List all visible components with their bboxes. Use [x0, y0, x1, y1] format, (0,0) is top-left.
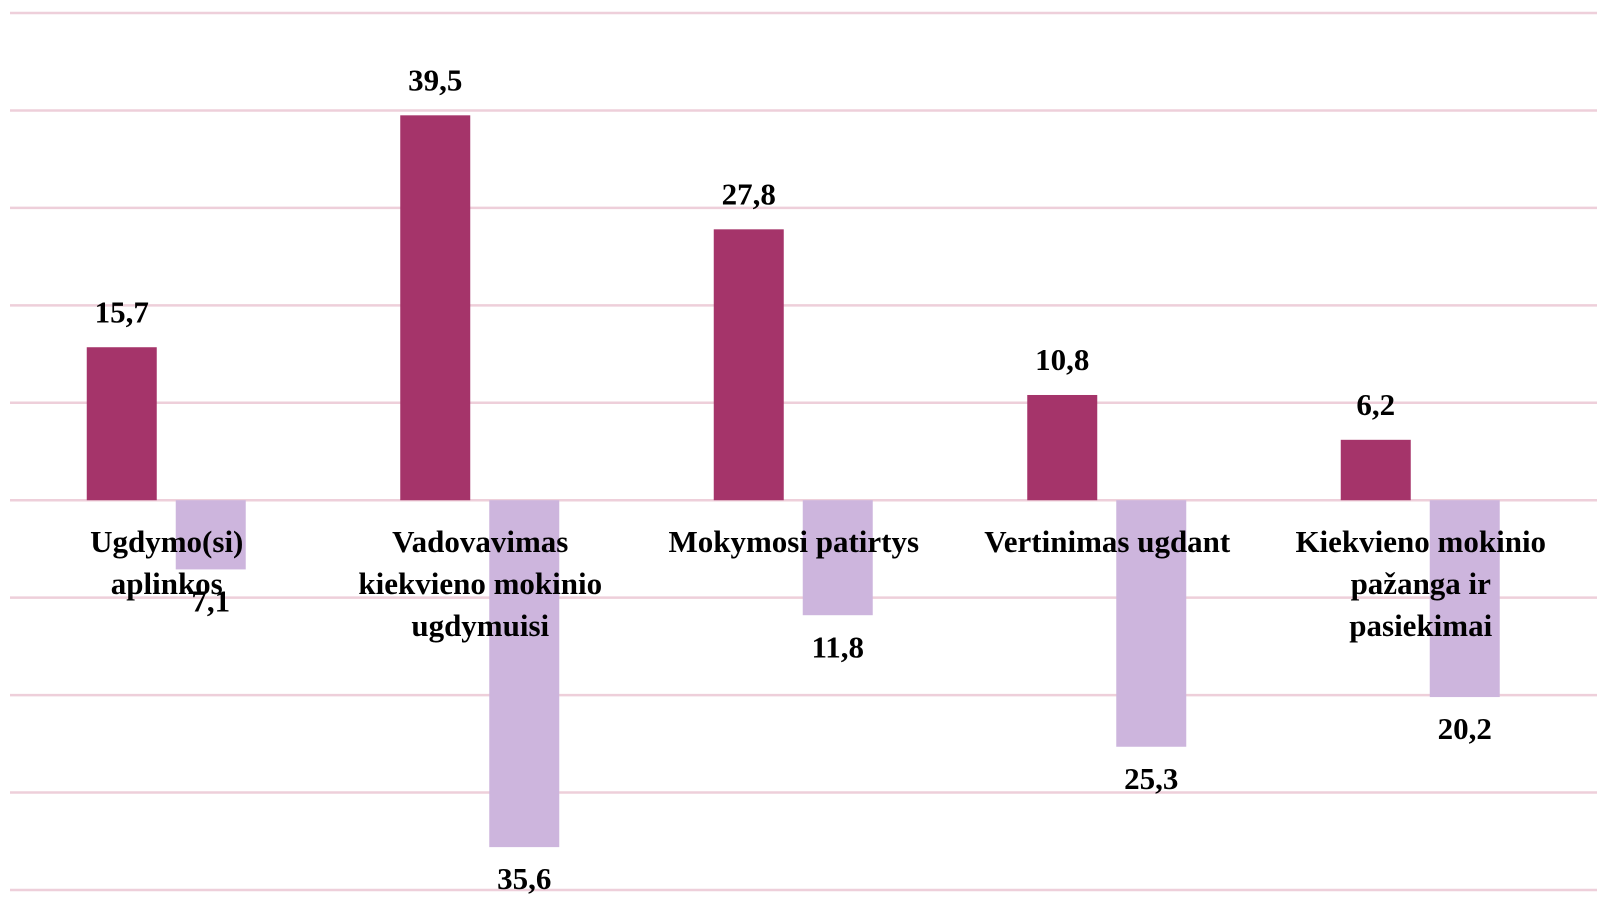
label-line: kiekvieno mokinio — [358, 566, 602, 601]
bar — [1340, 439, 1411, 501]
value-label: 10,8 — [1035, 342, 1089, 377]
label-line: Vertinimas ugdant — [984, 524, 1231, 559]
bar — [802, 500, 873, 616]
value-label: 39,5 — [408, 62, 462, 97]
bar — [400, 115, 471, 501]
label-line: Vadovavimas — [392, 524, 568, 559]
bar — [489, 500, 560, 848]
bar — [713, 229, 784, 501]
value-label: 6,2 — [1356, 387, 1395, 422]
bar — [1027, 394, 1098, 501]
x-tick-label: Ugdymo(si) aplinkos — [90, 524, 243, 601]
value-label: 25,3 — [1124, 761, 1178, 796]
x-tick-label: Mokymosi patirtys — [668, 524, 919, 559]
bar — [1116, 500, 1187, 747]
value-label: 11,8 — [811, 629, 864, 664]
label-line: Mokymosi patirtys — [668, 524, 919, 559]
label-line: pasiekimai — [1349, 608, 1492, 643]
value-label: 7,1 — [191, 584, 230, 619]
value-label: 20,2 — [1438, 711, 1492, 746]
x-tick-label: Vadovavimas kiekvieno mokinio ugdymuisi — [358, 524, 602, 643]
bar — [86, 347, 157, 501]
value-label: 35,6 — [497, 861, 551, 896]
value-label: 27,8 — [722, 176, 776, 211]
label-line: Ugdymo(si) — [90, 524, 243, 559]
label-line: aplinkos — [111, 566, 223, 601]
x-tick-label: Vertinimas ugdant — [984, 524, 1231, 559]
bar — [175, 500, 246, 570]
label-line: pažanga ir — [1351, 566, 1492, 601]
value-label: 15,7 — [95, 294, 149, 329]
label-line: Kiekvieno mokinio — [1295, 524, 1546, 559]
label-line: ugdymuisi — [411, 608, 549, 643]
bar — [1429, 500, 1500, 698]
x-tick-label: Kiekvieno mokinio pažanga ir pasiekimai — [1295, 524, 1546, 643]
